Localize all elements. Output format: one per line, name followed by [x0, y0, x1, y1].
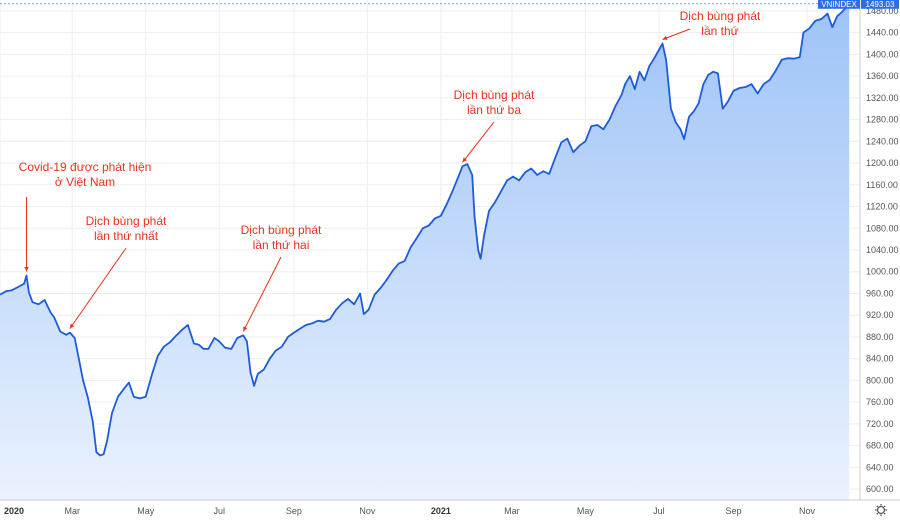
annotation-text: lần thứ: [701, 24, 738, 38]
y-tick-label: 720.00: [866, 419, 894, 429]
annotation-text: lần thứ ba: [467, 103, 521, 117]
annotation-leader: [662, 28, 691, 40]
last-value-badge: VNINDEX 1493.03: [818, 0, 899, 9]
annotation-leader: [242, 256, 282, 332]
symbol-badge: [818, 0, 860, 9]
y-tick-label: 1120.00: [866, 202, 898, 212]
annotation-arrowhead: [69, 323, 75, 329]
y-tick-label: 1480.00: [866, 6, 899, 16]
area-fill: [0, 3, 850, 501]
y-tick-label: 1440.00: [866, 28, 899, 38]
y-tick-label: 1360.00: [866, 71, 899, 81]
last-value-label: 1493.03: [866, 0, 895, 9]
annotation-text: ở Việt Nam: [55, 175, 115, 189]
y-tick-label: 1040.00: [866, 245, 899, 255]
x-tick-label: Sep: [286, 506, 302, 516]
y-tick-labels: 600.00 640.00 680.00 720.00 760.00 800.00 840.…: [866, 6, 899, 494]
y-tick-label: 1280.00: [866, 115, 899, 125]
symbol-label: VNINDEX: [821, 0, 857, 9]
y-tick-label: 680.00: [866, 441, 894, 451]
y-tick-label: 840.00: [866, 354, 894, 364]
x-tick-label: 2020: [4, 506, 24, 516]
y-tick-label: 1080.00: [866, 223, 899, 233]
y-tick-label: 1200.00: [866, 158, 899, 168]
price-line: [0, 3, 850, 457]
annotation-text: lần thứ nhất: [94, 229, 159, 243]
annotation-text: Dịch bùng phát: [680, 9, 761, 23]
annotation-arrowhead: [243, 326, 248, 332]
y-tick-label: 920.00: [866, 310, 894, 320]
x-tick-label: Jul: [653, 506, 665, 516]
x-tick-label: Nov: [799, 506, 816, 516]
settings-icon[interactable]: [875, 504, 887, 516]
y-tick-label: 1000.00: [866, 267, 899, 277]
y-tick-label: 800.00: [866, 375, 894, 385]
annotation-leader: [69, 247, 127, 329]
y-tick-label: 1400.00: [866, 49, 899, 59]
annotation-text: Dịch bùng phát: [241, 223, 322, 237]
y-tick-label: 1320.00: [866, 93, 899, 103]
x-tick-label: May: [577, 506, 595, 516]
y-tick-label: 960.00: [866, 288, 894, 298]
x-tick-label: Nov: [359, 506, 376, 516]
annotation-text: Dịch bùng phát: [86, 214, 167, 228]
y-tick-label: 760.00: [866, 397, 894, 407]
annotation-arrowhead: [24, 267, 29, 272]
annotation-text: Covid-19 được phát hiện: [19, 160, 152, 174]
y-tick-label: 600.00: [866, 484, 894, 494]
annotation-text: Dịch bùng phát: [454, 88, 535, 102]
y-tick-label: 1240.00: [866, 136, 899, 146]
x-tick-label: Mar: [65, 506, 81, 516]
x-tick-label: Mar: [504, 506, 520, 516]
annotation-arrowhead: [662, 35, 668, 40]
annotation-text: lần thứ hai: [253, 238, 310, 252]
price-area: [0, 3, 850, 501]
x-tick-label: 2021: [431, 506, 451, 516]
last-value-badge-box: [861, 0, 899, 9]
y-tick-label: 640.00: [866, 462, 894, 472]
series-line: [0, 3, 850, 457]
x-tick-label: Jul: [213, 506, 225, 516]
annotation-arrowhead: [462, 157, 468, 163]
x-tick-label: May: [137, 506, 155, 516]
axes: [0, 0, 900, 501]
x-tick-labels: 2020 Mar May Jul Sep Nov 2021 Mar May Jul Sep Nov: [4, 506, 815, 516]
annotation-leader: [462, 121, 495, 163]
y-tick-label: 880.00: [866, 332, 894, 342]
x-tick-label: Sep: [726, 506, 742, 516]
y-tick-label: 1160.00: [866, 180, 898, 190]
